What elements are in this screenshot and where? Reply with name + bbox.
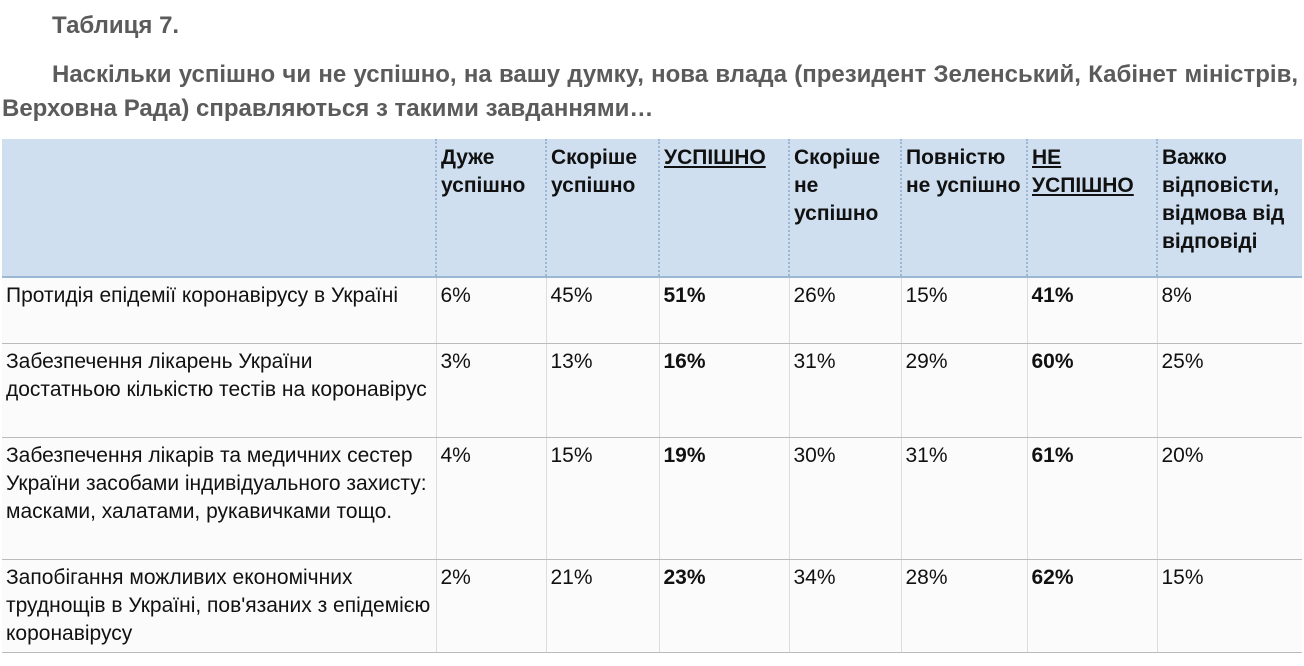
cell-rather-unsuccessful: 31% (789, 343, 902, 438)
cell-completely-unsuccessful: 31% (901, 437, 1028, 560)
header-completely-unsuccessful: Повністю не успішно (901, 139, 1028, 278)
table-title: Таблиця 7. (52, 12, 180, 39)
cell-rather-successful: 45% (546, 277, 660, 344)
cell-unsuccessful-total: 60% (1027, 343, 1158, 438)
cell-successful-total: 16% (659, 343, 790, 438)
header-row: Дуже успішно Скоріше успішно УСПІШНО Ско… (2, 139, 1302, 278)
row-task: Забезпечення лікарів та медичних сестер … (2, 437, 437, 560)
cell-completely-unsuccessful: 29% (901, 343, 1028, 438)
header-successful-total-label: УСПІШНО (664, 146, 766, 169)
cell-unsuccessful-total: 41% (1027, 277, 1158, 344)
header-successful-total: УСПІШНО (659, 139, 790, 278)
cell-very-successful: 3% (436, 343, 547, 438)
row-task: Протидія епідемії коронавірусу в Україні (2, 277, 437, 344)
cell-rather-unsuccessful: 26% (789, 277, 902, 344)
results-table: Дуже успішно Скоріше успішно УСПІШНО Ско… (2, 139, 1302, 653)
cell-completely-unsuccessful: 28% (901, 559, 1028, 653)
cell-very-successful: 2% (436, 559, 547, 653)
table-row: Запобігання можливих економічних труднощ… (2, 559, 1302, 653)
cell-hard-to-answer: 15% (1157, 559, 1302, 653)
table-row: Забезпечення лікарень України достатньою… (2, 343, 1302, 438)
cell-rather-successful: 13% (546, 343, 660, 438)
cell-rather-successful: 21% (546, 559, 660, 653)
row-task: Забезпечення лікарень України достатньою… (2, 343, 437, 438)
table-row: Забезпечення лікарів та медичних сестер … (2, 437, 1302, 560)
cell-hard-to-answer: 25% (1157, 343, 1302, 438)
cell-unsuccessful-total: 62% (1027, 559, 1158, 653)
cell-completely-unsuccessful: 15% (901, 277, 1028, 344)
cell-rather-unsuccessful: 34% (789, 559, 902, 653)
header-rather-successful: Скоріше успішно (546, 139, 660, 278)
cell-successful-total: 51% (659, 277, 790, 344)
header-unsuccessful-total: НЕ УСПІШНО (1027, 139, 1158, 278)
header-rather-unsuccessful: Скоріше не успішно (789, 139, 902, 278)
header-hard-to-answer: Важко відповісти, відмова від відповіді (1157, 139, 1302, 278)
header-task (2, 139, 437, 278)
cell-successful-total: 23% (659, 559, 790, 653)
survey-question: Наскільки успішно чи не успішно, на вашу… (2, 61, 1298, 122)
header-very-successful: Дуже успішно (436, 139, 547, 278)
cell-rather-unsuccessful: 30% (789, 437, 902, 560)
cell-unsuccessful-total: 61% (1027, 437, 1158, 560)
cell-rather-successful: 15% (546, 437, 660, 560)
cell-successful-total: 19% (659, 437, 790, 560)
row-task: Запобігання можливих економічних труднощ… (2, 559, 437, 653)
table-row: Протидія епідемії коронавірусу в Україні… (2, 277, 1302, 344)
cell-hard-to-answer: 8% (1157, 277, 1302, 344)
header-unsuccessful-total-label: НЕ УСПІШНО (1032, 146, 1134, 197)
cell-very-successful: 4% (436, 437, 547, 560)
cell-hard-to-answer: 20% (1157, 437, 1302, 560)
cell-very-successful: 6% (436, 277, 547, 344)
